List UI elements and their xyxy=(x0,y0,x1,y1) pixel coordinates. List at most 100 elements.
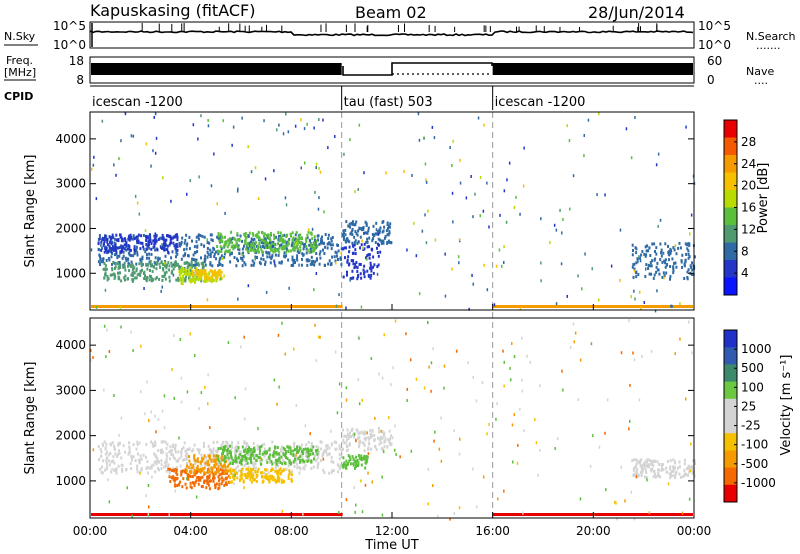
data-cell xyxy=(654,472,656,476)
scatter-cell xyxy=(272,244,274,248)
data-cell xyxy=(348,435,351,439)
scatter-cell xyxy=(148,419,150,423)
data-cell xyxy=(328,259,331,263)
scatter-cell xyxy=(509,366,511,370)
colorbar-swatch xyxy=(724,242,737,261)
scatter-cell xyxy=(266,243,268,247)
data-cell xyxy=(637,474,640,478)
data-cell xyxy=(317,446,320,450)
scatter-cell xyxy=(451,267,453,271)
scatter-cell xyxy=(361,398,363,402)
data-cell xyxy=(209,452,212,456)
scatter-cell xyxy=(132,134,135,138)
data-cell xyxy=(114,267,116,270)
data-cell xyxy=(200,464,203,468)
data-cell xyxy=(210,471,213,474)
data-cell xyxy=(244,232,247,235)
data-cell xyxy=(652,470,655,474)
data-cell xyxy=(372,265,375,269)
scatter-cell xyxy=(459,158,461,162)
data-cell xyxy=(250,263,253,267)
data-cell xyxy=(278,479,280,483)
scatter-cell xyxy=(186,390,189,394)
data-cell xyxy=(225,440,228,444)
data-cell xyxy=(169,236,172,240)
data-cell xyxy=(313,242,316,246)
data-cell xyxy=(378,430,380,434)
data-cell xyxy=(633,472,636,476)
data-cell xyxy=(282,240,285,244)
scatter-cell xyxy=(318,335,320,339)
data-cell xyxy=(171,269,174,273)
scatter-cell xyxy=(168,513,170,517)
data-cell xyxy=(644,468,647,472)
scatter-cell xyxy=(285,203,288,207)
scatter-cell xyxy=(583,154,585,158)
data-cell xyxy=(218,460,221,464)
data-cell xyxy=(104,271,107,275)
data-cell xyxy=(163,465,166,469)
data-cell xyxy=(194,263,197,267)
data-cell xyxy=(144,250,147,254)
data-cell xyxy=(168,268,171,272)
scatter-cell xyxy=(322,457,325,461)
data-cell xyxy=(242,480,245,484)
data-cell xyxy=(241,445,244,449)
data-cell xyxy=(123,247,126,251)
scatter-cell xyxy=(415,254,418,258)
data-cell xyxy=(261,471,264,475)
data-cell xyxy=(272,240,275,244)
data-cell xyxy=(368,245,370,249)
data-cell xyxy=(285,254,288,258)
data-cell xyxy=(132,234,135,238)
data-cell xyxy=(286,243,289,247)
data-cell xyxy=(282,458,285,462)
scatter-cell xyxy=(467,361,469,365)
data-cell xyxy=(360,463,363,467)
data-cell xyxy=(278,250,281,254)
data-cell xyxy=(237,456,240,460)
colorbar-swatch xyxy=(724,467,737,486)
nsky-frame xyxy=(89,21,695,49)
data-cell xyxy=(121,256,124,260)
data-cell xyxy=(199,277,202,281)
data-cell xyxy=(168,475,171,479)
data-cell xyxy=(196,262,199,266)
scatter-cell xyxy=(561,231,563,235)
data-cell xyxy=(316,448,319,452)
scatter-cell xyxy=(180,400,183,404)
data-cell xyxy=(291,231,294,235)
data-cell xyxy=(366,231,369,235)
data-cell xyxy=(636,468,639,472)
scatter-cell xyxy=(629,419,631,423)
data-cell xyxy=(110,443,113,447)
data-cell xyxy=(149,264,152,268)
data-cell xyxy=(119,263,122,267)
data-cell xyxy=(127,237,130,241)
scatter-cell xyxy=(619,228,622,232)
data-cell xyxy=(105,459,108,463)
scatter-cell xyxy=(681,511,684,515)
data-cell xyxy=(173,469,176,473)
scatter-cell xyxy=(90,248,93,252)
data-cell xyxy=(218,486,221,490)
freq-label-line2: [MHz] xyxy=(4,66,36,79)
data-cell xyxy=(149,260,152,263)
data-cell xyxy=(312,465,315,469)
colorbar-tick-label: 100 xyxy=(741,380,764,394)
data-cell xyxy=(306,248,309,252)
data-cell xyxy=(227,456,230,460)
scatter-cell xyxy=(638,398,641,402)
data-cell xyxy=(352,463,355,467)
scatter-cell xyxy=(145,494,147,498)
data-cell xyxy=(340,448,343,452)
data-cell xyxy=(318,262,321,266)
data-cell xyxy=(181,282,184,286)
data-cell xyxy=(344,233,347,237)
data-cell xyxy=(208,279,211,283)
scatter-cell xyxy=(581,287,583,291)
data-cell xyxy=(270,248,272,252)
data-cell xyxy=(294,455,297,459)
data-cell xyxy=(635,458,638,462)
